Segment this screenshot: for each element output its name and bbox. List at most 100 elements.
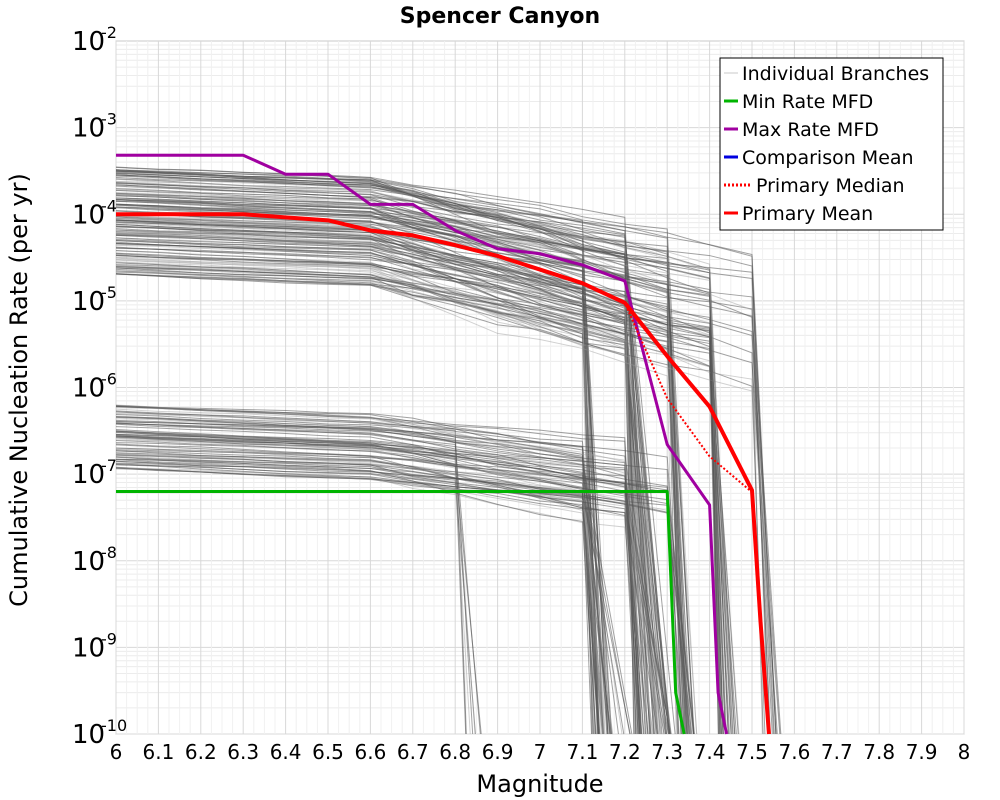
- branch-line: [115, 184, 635, 735]
- branch-line: [115, 226, 611, 735]
- y-tick-exponent: -7: [101, 456, 117, 475]
- x-tick-label: 7.5: [736, 740, 768, 764]
- branch-line: [115, 429, 640, 735]
- branch-line: [115, 212, 729, 735]
- branch-line: [115, 189, 686, 735]
- y-tick-label: 10-6: [72, 370, 117, 404]
- legend-label: Min Rate MFD: [742, 91, 873, 113]
- branch-line: [115, 270, 677, 735]
- x-tick-label: 7.2: [609, 740, 641, 764]
- y-tick-base: 10: [72, 287, 105, 317]
- branch-line: [115, 233, 661, 735]
- series-lines: [116, 153, 771, 735]
- branch-line: [115, 169, 661, 735]
- branch-line: [115, 459, 597, 735]
- y-tick-base: 10: [72, 27, 105, 57]
- branch-line: [115, 217, 640, 735]
- x-tick-label: 6.9: [482, 740, 514, 764]
- branch-line: [115, 219, 655, 735]
- branch-line: [115, 258, 648, 735]
- x-tick-label: 6.2: [185, 740, 217, 764]
- branch-line: [115, 182, 670, 735]
- y-tick-label: 10-7: [72, 456, 117, 490]
- branch-line: [115, 233, 600, 735]
- branch-line: [115, 433, 482, 735]
- branch-line: [115, 221, 686, 735]
- y-tick-exponent: -6: [101, 370, 117, 389]
- y-tick-base: 10: [72, 374, 105, 404]
- branch-line: [115, 262, 778, 735]
- x-tick-label: 8: [958, 740, 971, 764]
- branch-line: [115, 444, 599, 735]
- x-tick-label: 7.4: [694, 740, 726, 764]
- branch-line: [115, 436, 671, 735]
- branch-line: [115, 458, 601, 735]
- y-tick-base: 10: [72, 720, 105, 750]
- y-tick-label: 10-2: [72, 23, 117, 57]
- branch-line: [115, 169, 604, 735]
- branch-line: [115, 257, 781, 735]
- branch-line: [115, 434, 666, 735]
- branch-line: [115, 435, 642, 735]
- branch-line: [115, 192, 688, 735]
- x-tick-label: 6.3: [227, 740, 259, 764]
- branch-line: [115, 405, 600, 735]
- x-tick-label: 7.6: [778, 740, 810, 764]
- chart-title: Spencer Canyon: [400, 4, 600, 29]
- legend-label: Primary Median: [756, 175, 905, 197]
- branch-line: [115, 188, 690, 735]
- branch-line: [115, 273, 766, 735]
- y-tick-label: 10-3: [72, 110, 117, 144]
- branch-line: [115, 265, 665, 735]
- x-tick-label: 6.6: [354, 740, 386, 764]
- x-ticks: 6 6.1 6.2 6.3 6.4 6.5 6.6 6.7 6.8 6.9 7 7.1 7.2 7.3 7.…: [110, 740, 971, 764]
- y-axis-label: Cumulative Nucleation Rate (per yr): [5, 173, 33, 607]
- branch-line: [115, 247, 683, 735]
- branch-line: [115, 416, 474, 735]
- branch-line: [115, 239, 663, 735]
- branch-line: [115, 173, 722, 735]
- branch-line: [115, 407, 653, 735]
- branch-line: [115, 234, 685, 735]
- branch-line: [115, 166, 651, 735]
- branch-line: [115, 456, 691, 735]
- branch-line: [115, 200, 671, 735]
- branch-line: [115, 223, 764, 735]
- branch-line: [115, 439, 613, 735]
- y-tick-label: 10-5: [72, 283, 117, 317]
- y-tick-base: 10: [72, 547, 105, 577]
- x-tick-label: 6.5: [312, 740, 344, 764]
- y-ticks: 10-210-310-410-510-610-710-810-910-10: [72, 23, 127, 750]
- branch-line: [115, 237, 605, 735]
- branch-line: [115, 241, 646, 735]
- y-tick-exponent: -4: [101, 196, 117, 215]
- branch-line: [115, 430, 678, 735]
- series-min-rate-mfd: [116, 490, 686, 735]
- branch-line: [115, 206, 737, 735]
- branch-line: [115, 199, 688, 735]
- legend-label: Max Rate MFD: [742, 119, 879, 141]
- branch-line: [115, 449, 611, 735]
- branch-line: [115, 270, 720, 735]
- y-tick-label: 10-10: [72, 716, 127, 750]
- branch-line: [115, 198, 736, 735]
- branch-line: [115, 416, 669, 735]
- branch-line: [115, 410, 609, 735]
- x-tick-label: 6: [110, 740, 123, 764]
- y-tick-exponent: -10: [101, 716, 127, 735]
- y-tick-label: 10-4: [72, 196, 117, 230]
- branch-line: [115, 246, 734, 735]
- y-tick-exponent: -8: [101, 543, 117, 562]
- x-tick-label: 7.8: [863, 740, 895, 764]
- x-tick-label: 6.7: [397, 740, 429, 764]
- y-tick-exponent: -2: [101, 23, 117, 42]
- branch-line: [115, 430, 639, 735]
- branch-line: [115, 216, 782, 735]
- y-tick-base: 10: [72, 633, 105, 663]
- branch-line: [115, 460, 476, 735]
- branch-line: [115, 467, 658, 735]
- branch-line: [115, 174, 769, 735]
- branch-line: [115, 426, 631, 735]
- branch-line: [115, 175, 641, 735]
